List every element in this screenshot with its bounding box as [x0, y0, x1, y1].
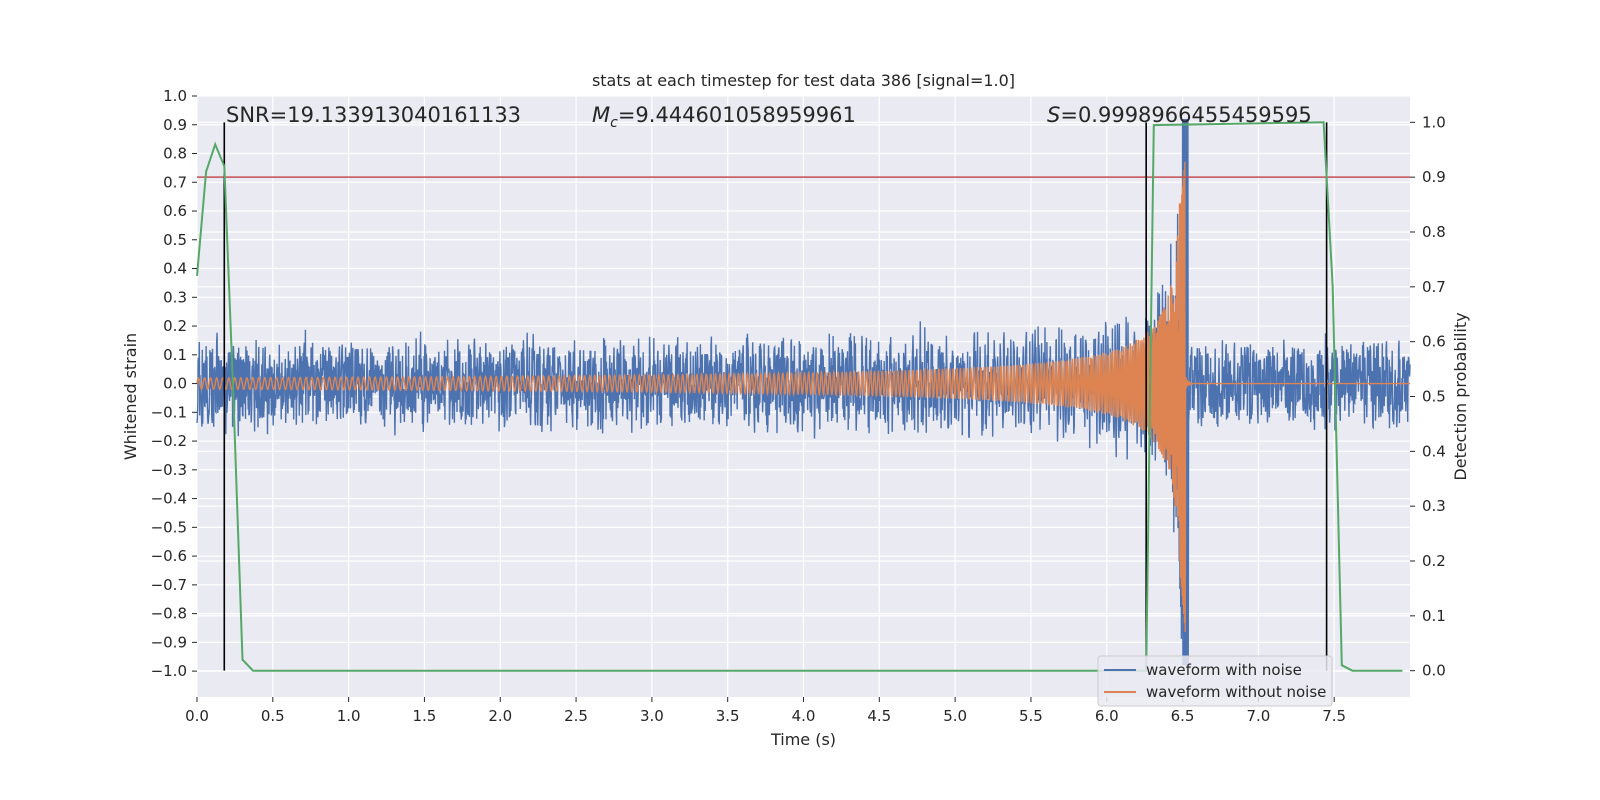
score-value: =0.9998966455459595: [1060, 103, 1311, 127]
chirp-mass-symbol: M: [592, 103, 610, 127]
legend-label-without-noise: waveform without noise: [1146, 683, 1326, 701]
x-tick-label: 3.0: [640, 707, 664, 725]
y-ticks-right: 1.0 0.9 0.8 0.7 0.6 0.5 0.4 0.3 0.2 0.1 0.0: [1410, 113, 1446, 680]
y-tick-label-left: −0.2: [151, 432, 187, 450]
legend-box: [1097, 655, 1333, 707]
y-tick-label-left: 0.7: [163, 173, 187, 191]
y-tick-label-right: 0.6: [1422, 333, 1446, 351]
y-tick-label-right: 0.5: [1422, 388, 1446, 406]
series-layer: [196, 118, 1411, 672]
x-tick-label: 4.0: [792, 707, 816, 725]
y-tick-label-left: 0.6: [163, 202, 187, 220]
y-tick-label-right: 0.2: [1422, 552, 1446, 570]
score-annotation: S=0.9998966455459595: [1047, 103, 1312, 127]
y-tick-label-left: 0.4: [163, 260, 187, 278]
x-tick-label: 5.5: [1019, 707, 1043, 725]
y-tick-label-left: 0.2: [163, 317, 187, 335]
y-tick-label-left: −0.7: [151, 576, 187, 594]
chirp-mass-value: =9.444601058959961: [618, 103, 856, 127]
score-symbol: S: [1047, 103, 1060, 127]
y-tick-label-left: 0.8: [163, 145, 187, 163]
y-tick-label-left: −0.5: [151, 518, 187, 536]
x-tick-label: 2.5: [564, 707, 588, 725]
x-ticks: 0.0 0.5 1.0 1.5 2.0 2.5 3.0 3.5 4.0 4.5 5.0 5.5 6.0 6…: [185, 697, 1346, 725]
x-tick-label: 7.5: [1322, 707, 1346, 725]
x-tick-label: 2.0: [488, 707, 512, 725]
y-tick-label-right: 0.1: [1422, 607, 1446, 625]
snr-annotation: SNR=19.133913040161133: [226, 103, 521, 127]
y-tick-label-left: 0.3: [163, 288, 187, 306]
y-tick-label-right: 0.3: [1422, 497, 1446, 515]
y-tick-label-left: −0.3: [151, 461, 187, 479]
y-axis-label-left: Whitened strain: [121, 333, 140, 460]
x-tick-label: 3.5: [716, 707, 740, 725]
y-tick-label-left: −0.9: [151, 633, 187, 651]
y-tick-label-right: 0.4: [1422, 442, 1446, 460]
y-tick-label-left: −0.4: [151, 490, 187, 508]
x-tick-label: 0.0: [185, 707, 209, 725]
x-tick-label: 1.0: [337, 707, 361, 725]
series-waveform-without-noise: [196, 161, 1410, 633]
x-tick-label: 1.5: [413, 707, 437, 725]
y-tick-label-right: 0.9: [1422, 168, 1446, 186]
x-tick-label: 4.5: [867, 707, 891, 725]
x-tick-label: 6.5: [1171, 707, 1195, 725]
x-tick-label: 5.0: [943, 707, 967, 725]
y-tick-label-left: 1.0: [163, 87, 187, 105]
y-tick-label-left: 0.5: [163, 231, 187, 249]
y-tick-label-right: 1.0: [1422, 113, 1446, 131]
legend: waveform with noise waveform without noi…: [1097, 655, 1333, 707]
y-tick-label-left: 0.9: [163, 116, 187, 134]
y-tick-label-left: −1.0: [151, 662, 187, 680]
y-tick-label-left: 0.0: [163, 375, 187, 393]
y-tick-label-left: −0.6: [151, 547, 187, 565]
y-tick-label-right: 0.0: [1422, 662, 1446, 680]
y-tick-label-right: 0.7: [1422, 278, 1446, 296]
y-ticks-left: 1.0 0.9 0.8 0.7 0.6 0.5 0.4 0.3 0.2 0.1 0.0 −0.1 −0.…: [151, 87, 197, 680]
x-axis-label: Time (s): [770, 730, 836, 749]
series-waveform-with-noise: [196, 118, 1411, 666]
x-tick-label: 7.0: [1246, 707, 1270, 725]
x-tick-label: 6.0: [1095, 707, 1119, 725]
x-tick-label: 0.5: [261, 707, 285, 725]
y-tick-label-right: 0.8: [1422, 223, 1446, 241]
chirp-mass-subscript: c: [610, 115, 618, 131]
y-tick-label-left: −0.8: [151, 605, 187, 623]
y-tick-label-left: −0.1: [151, 403, 187, 421]
chirp-mass-annotation: Mc=9.444601058959961: [592, 103, 856, 131]
y-axis-label-right: Detection probability: [1451, 312, 1470, 480]
legend-label-with-noise: waveform with noise: [1146, 661, 1302, 679]
series-detection-probability: [196, 121, 1403, 672]
chart-title: stats at each timestep for test data 386…: [592, 71, 1015, 90]
y-tick-label-left: 0.1: [163, 346, 187, 364]
